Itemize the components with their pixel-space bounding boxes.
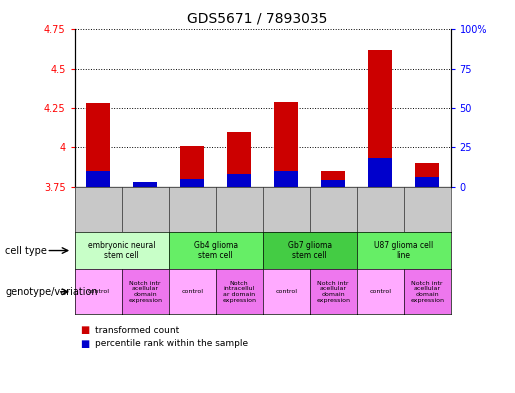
Bar xyxy=(321,180,345,187)
Text: Gb4 glioma
stem cell: Gb4 glioma stem cell xyxy=(194,241,238,260)
Text: transformed count: transformed count xyxy=(95,326,180,334)
Text: ■: ■ xyxy=(80,339,89,349)
Bar xyxy=(180,179,204,187)
Text: Notch intr
acellular
domain
expression: Notch intr acellular domain expression xyxy=(316,281,350,303)
Text: control: control xyxy=(87,289,109,294)
Text: cell type: cell type xyxy=(5,246,47,255)
Text: percentile rank within the sample: percentile rank within the sample xyxy=(95,340,248,348)
Text: Gb7 glioma
stem cell: Gb7 glioma stem cell xyxy=(287,241,332,260)
Text: U87 glioma cell
line: U87 glioma cell line xyxy=(374,241,433,260)
Bar xyxy=(180,146,204,187)
Text: Notch intr
acellular
domain
expression: Notch intr acellular domain expression xyxy=(410,281,444,303)
Bar xyxy=(321,171,345,187)
Bar xyxy=(368,158,392,187)
Text: Notch
intracellul
ar domain
expression: Notch intracellul ar domain expression xyxy=(222,281,256,303)
Bar xyxy=(228,174,251,187)
Bar xyxy=(87,171,110,187)
Text: control: control xyxy=(275,289,297,294)
Text: ■: ■ xyxy=(80,325,89,335)
Bar xyxy=(133,182,157,187)
Bar xyxy=(416,177,439,187)
Text: genotype/variation: genotype/variation xyxy=(5,287,98,297)
Bar xyxy=(368,50,392,187)
Bar xyxy=(274,171,298,187)
Bar xyxy=(416,163,439,187)
Bar xyxy=(228,132,251,187)
Bar xyxy=(87,103,110,187)
Text: control: control xyxy=(369,289,391,294)
Text: Notch intr
acellular
domain
expression: Notch intr acellular domain expression xyxy=(128,281,162,303)
Text: GDS5671 / 7893035: GDS5671 / 7893035 xyxy=(187,12,328,26)
Text: embryonic neural
stem cell: embryonic neural stem cell xyxy=(88,241,156,260)
Text: control: control xyxy=(181,289,203,294)
Bar xyxy=(274,102,298,187)
